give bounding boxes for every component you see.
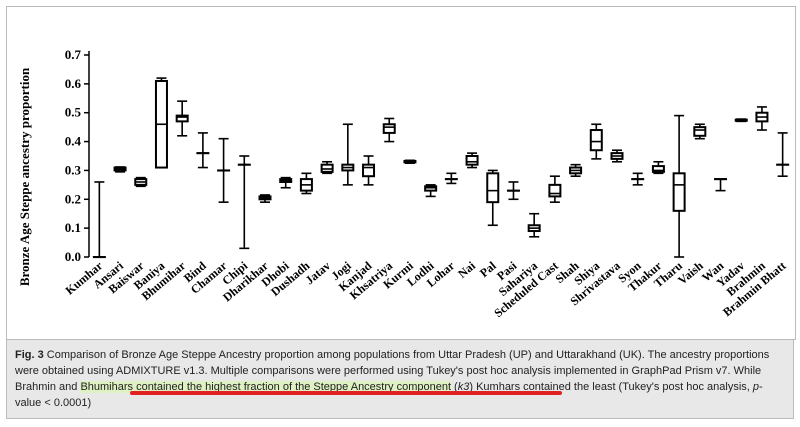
box-nai [465,152,479,169]
box-bhumihar [175,100,189,137]
y-tick-label: 0.4 [65,134,82,149]
box-iqr [486,172,500,204]
box-yadav [734,118,748,123]
y-tick-label: 0.2 [65,191,81,206]
box-jatav [320,160,334,175]
caption-highlight: Bhumihars contained the highest fraction… [80,381,451,393]
caption-text-4: -value < 0.0001) [15,381,763,409]
box-shiya [589,123,603,160]
box-kanjad [362,155,376,186]
y-tick-label: 0.5 [65,105,82,120]
x-axis-labels: KumharAnsariBaiswarBaniyaBhumiharBindCha… [63,258,789,320]
box-lodhi [424,184,438,198]
box-baniya [154,77,168,169]
caption-k-label: k3 [457,381,470,393]
figure-caption: Fig. 3 Comparison of Bronze Age Steppe A… [15,347,787,411]
box-lohar [444,172,458,185]
chart-panel: Bronze Age Steppe ancestry proportion 0.… [6,6,796,340]
box-sahariya [527,212,541,238]
box-iqr [548,183,562,198]
box-thakur [651,160,665,175]
box-dushadh [299,172,313,195]
box-iqr [651,165,665,173]
box-iqr [362,163,376,178]
box-iqr [465,155,479,166]
box-baiswar [134,176,148,188]
box-vaish [693,123,707,140]
y-axis: 0.0 0.1 0.2 0.3 0.4 0.5 0.6 0.7 [65,47,90,264]
x-tick-label: Nai [455,258,478,281]
box-series [92,77,790,259]
box-iqr [589,129,603,152]
caption-text-1: Comparison of Bronze Age Steppe Ancestry… [15,349,770,393]
box-kumhar [92,181,106,259]
box-tharu [672,114,686,258]
box-jogi [341,123,355,186]
x-tick-label: Pal [477,258,499,280]
box-iqr [175,114,189,123]
box-chipi [237,155,251,250]
box-brahmin [755,106,769,131]
box-syon [631,172,645,186]
y-axis-label: Bronze Age Steppe ancestry proportion [17,67,32,286]
figure-label: Fig. 3 [15,349,44,361]
box-shrivastava [610,149,624,163]
box-shah [569,163,583,177]
box-dharikhar [258,194,272,203]
box-chamar [217,137,231,203]
boxplot-chart: Bronze Age Steppe ancestry proportion 0.… [17,47,790,320]
box-kurmi [403,159,417,165]
box-iqr [382,123,396,134]
box-scheduled-cast [548,175,562,203]
box-khsatriya [382,117,396,143]
box-ansari [113,166,127,173]
y-tick-label: 0.1 [65,220,81,235]
box-iqr [672,172,686,212]
caption-text-3: ) Kumhars contained the least (Tukey's p… [469,381,753,393]
box-iqr [693,126,707,137]
box-pasi [506,181,520,201]
box-wan [714,178,728,192]
caption-text-2: ( [451,381,458,393]
y-tick-label: 0.0 [65,249,81,264]
caption-p-label: p [752,381,760,393]
y-tick-label: 0.6 [65,76,82,91]
box-pal [486,169,500,227]
box-dhobi [279,176,293,189]
y-tick-label: 0.7 [65,47,82,62]
red-underline-annotation [130,391,562,395]
box-brahmin-bhatt [776,132,790,177]
box-bind [196,132,210,169]
y-tick-label: 0.3 [65,162,82,177]
figure-caption-box: Fig. 3 Comparison of Bronze Age Steppe A… [6,339,794,419]
